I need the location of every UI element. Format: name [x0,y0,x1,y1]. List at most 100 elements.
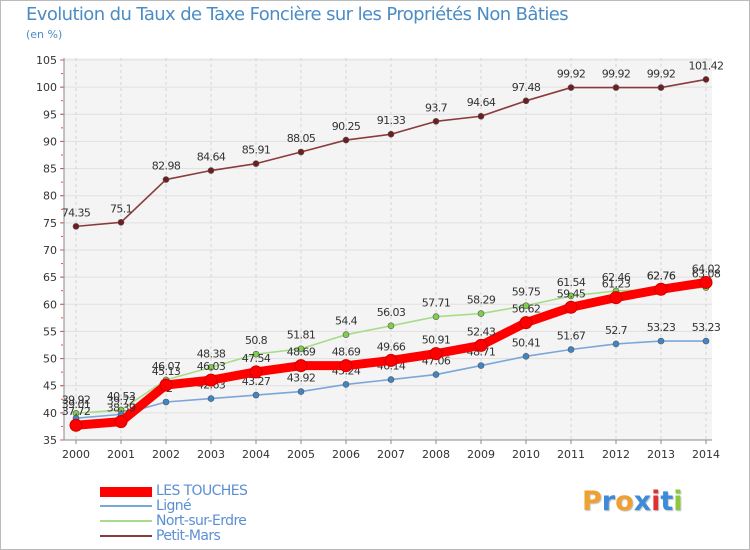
x-tick-label: 2011 [557,448,585,461]
y-tick-label: 60 [43,298,57,311]
y-tick-label: 95 [43,108,57,121]
data-point-les-touches [384,353,398,367]
data-label-les-touches: 59.45 [557,287,586,300]
data-point-les-touches [654,282,668,296]
x-tick-label: 2014 [692,448,720,461]
x-tick-label: 2010 [512,448,540,461]
data-label-les-touches: 47.54 [242,352,271,365]
data-label-lign-: 53.23 [647,321,676,334]
data-point-les-touches [429,347,443,361]
legend-swatch-ligne [100,505,152,507]
data-label-les-touches: 49.66 [377,340,406,353]
brand-letter: P [582,486,602,517]
data-label-petit-mars: 84.64 [197,151,226,164]
data-label-lign-: 53.23 [692,321,721,334]
x-tick-label: 2001 [107,448,135,461]
data-point-les-touches [159,378,173,392]
data-point-petit-mars [207,167,215,174]
data-label-lign-: 51.67 [557,330,586,343]
brand-letter: x [633,486,652,517]
y-axis-unit-label: (en %) [26,28,63,41]
brand-letter: o [615,486,634,517]
x-tick-label: 2006 [332,448,360,461]
data-label-les-touches: 48.69 [287,346,316,359]
plot-area [64,58,712,440]
data-point-les-touches [564,300,578,314]
y-tick-label: 80 [43,190,57,203]
y-tick-label: 40 [43,407,57,420]
data-point-les-touches [294,359,308,373]
brand-letter: t [660,486,674,517]
data-point-lign- [297,388,305,395]
data-point-petit-mars [387,130,395,138]
data-label-les-touches: 64.02 [692,262,721,275]
legend-item-petit-mars: Petit-Mars [100,529,340,544]
data-point-petit-mars [702,76,710,83]
x-tick-label: 2009 [467,448,495,461]
data-point-lign- [342,381,350,388]
legend-item-les-touches: LES TOUCHES [100,484,340,499]
y-tick-label: 75 [43,217,57,230]
data-point-petit-mars [657,84,665,91]
data-point-lign- [612,340,620,348]
data-label-les-touches: 48.69 [332,346,361,359]
data-label-les-touches: 46.03 [197,360,226,373]
x-tick-label: 2003 [197,448,225,461]
data-label-les-touches: 61.23 [602,278,631,291]
data-point-petit-mars [477,112,485,120]
data-point-petit-mars [567,84,575,91]
data-label-petit-mars: 88.05 [287,132,316,145]
data-label-nort-sur-erdre: 59.75 [512,286,541,299]
data-label-nort-sur-erdre: 63.08 [692,268,721,281]
data-point-lign- [702,337,710,345]
data-point-les-touches [204,373,218,387]
y-tick-label: 65 [43,271,57,284]
data-point-petit-mars [297,148,305,156]
legend-label: Ligné [156,498,192,514]
y-tick-label: 50 [43,353,57,366]
y-tick-label: 45 [43,380,57,393]
data-point-petit-mars [612,84,620,91]
data-label-petit-mars: 101.42 [689,59,724,72]
x-tick-label: 2013 [647,448,675,461]
data-label-lign-: 43.27 [242,375,271,388]
brand-letter: i [651,486,661,517]
data-point-nort-sur-erdre [387,322,395,330]
data-point-lign- [432,371,440,378]
data-label-les-touches: 37.72 [62,405,91,418]
data-point-les-touches [699,275,713,289]
data-point-nort-sur-erdre [567,292,575,300]
data-point-lign- [522,353,530,360]
data-label-nort-sur-erdre: 56.03 [377,306,406,319]
data-label-lign-: 39.72 [107,394,136,407]
data-point-les-touches [474,338,488,352]
y-tick-label: 55 [43,325,57,338]
data-label-petit-mars: 75.1 [110,202,132,215]
data-point-lign- [207,395,215,402]
data-label-petit-mars: 90.25 [332,120,361,133]
data-point-les-touches [114,415,128,429]
legend-swatch-les-touches [100,487,152,497]
data-point-les-touches [69,418,83,432]
data-label-petit-mars: 94.64 [467,96,496,109]
legend-item-ligne: Ligné [100,499,340,514]
data-point-lign- [387,376,395,383]
data-label-nort-sur-erdre: 62.76 [647,269,676,282]
brand-letter: r [601,486,616,517]
data-label-les-touches: 45.13 [152,365,181,378]
data-label-les-touches: 50.91 [422,334,451,347]
data-label-les-touches: 38.39 [107,402,136,415]
legend-swatch-petit-mars [100,535,152,537]
data-point-petit-mars [252,160,260,167]
data-point-petit-mars [72,223,80,230]
data-label-petit-mars: 85.91 [242,144,271,157]
data-point-petit-mars [342,136,350,144]
data-point-nort-sur-erdre [432,313,440,321]
x-tick-label: 2007 [377,448,405,461]
data-label-lign-: 50.41 [512,336,541,349]
legend-label: Nort-sur-Erdre [156,513,247,529]
data-point-lign- [657,337,665,345]
x-tick-label: 2000 [62,448,90,461]
data-label-les-touches: 52.43 [467,325,496,338]
